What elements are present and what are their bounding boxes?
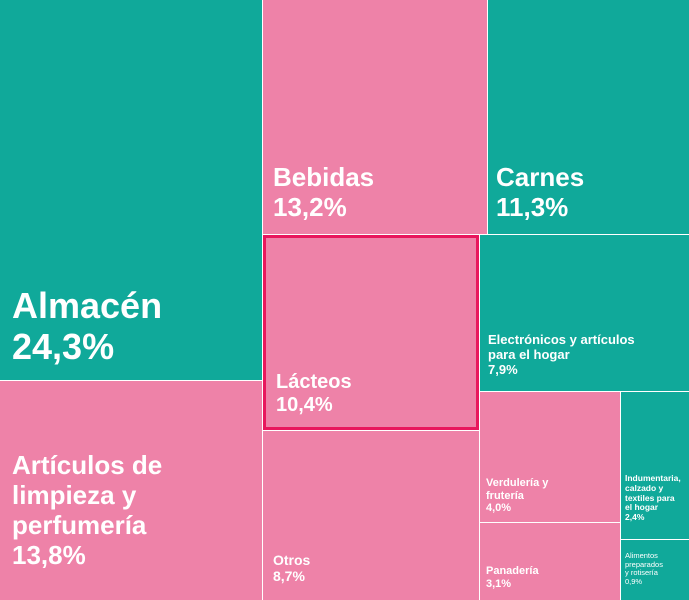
tile-value: 4,0% <box>486 502 512 515</box>
tile-panaderia: Panadería 3,1% <box>480 523 620 600</box>
tile-lacteos: Lácteos 10,4% <box>263 235 479 430</box>
tile-verduleria: Verdulería y frutería 4,0% <box>480 392 620 522</box>
tile-label: Alimentos preparados y rotisería <box>625 551 663 578</box>
tile-label: Artículos de limpieza y perfumería <box>12 450 163 540</box>
tile-label: Almacén <box>12 285 163 326</box>
tile-almacen: Almacén 24,3% <box>0 0 262 380</box>
tile-value: 11,3% <box>496 191 569 222</box>
tile-label: Otros <box>273 552 311 568</box>
tile-value: 0,9% <box>625 576 643 586</box>
tile-value: 2,4% <box>625 512 645 523</box>
tile-label: Carnes <box>496 162 585 192</box>
tile-value: 3,1% <box>486 577 512 590</box>
tile-bebidas: Bebidas 13,2% <box>263 0 487 234</box>
tile-electronicos: Electrónicos y artículos para el hogar 7,… <box>480 235 689 391</box>
tile-carnes: Carnes 11,3% <box>488 0 689 234</box>
tile-label: Verdulería y frutería <box>486 477 549 502</box>
tile-value: 13,2% <box>273 191 347 222</box>
tile-label: Panadería <box>486 565 539 577</box>
tile-value: 7,9% <box>488 361 518 377</box>
tile-label: Electrónicos y artículos para el hogar <box>488 332 635 362</box>
tile-label: Indumentaria, calzado y textiles para el… <box>625 473 681 513</box>
tile-otros: Otros 8,7% <box>263 431 479 600</box>
tile-alimentos-preparados: Alimentos preparados y rotisería 0,9% <box>621 540 689 600</box>
tile-indumentaria: Indumentaria, calzado y textiles para el… <box>621 392 689 539</box>
tile-value: 8,7% <box>273 568 305 585</box>
tile-articulos-limpieza: Artículos de limpieza y perfumería 13,8% <box>0 381 262 600</box>
tile-value: 10,4% <box>276 394 333 416</box>
tile-label: Bebidas <box>273 162 375 192</box>
tile-value: 24,3% <box>12 326 115 368</box>
tile-label: Lácteos <box>276 371 352 393</box>
tile-value: 13,8% <box>12 539 86 570</box>
